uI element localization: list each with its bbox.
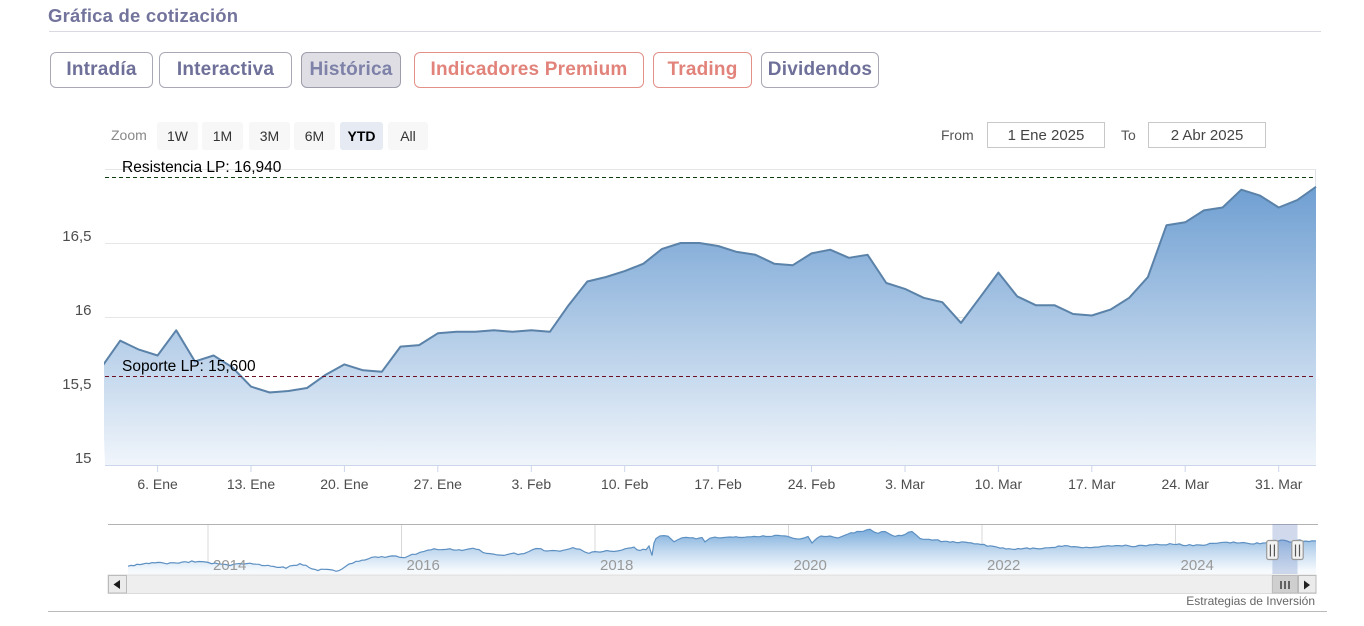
svg-text:2024: 2024 (1181, 557, 1214, 574)
svg-text:17. Feb: 17. Feb (694, 476, 742, 492)
svg-text:15,5: 15,5 (62, 376, 91, 393)
svg-text:2022: 2022 (987, 557, 1020, 574)
svg-text:10. Mar: 10. Mar (975, 476, 1023, 492)
svg-text:Estrategias de Inversión: Estrategias de Inversión (1186, 594, 1315, 608)
svg-text:20. Ene: 20. Ene (320, 476, 368, 492)
svg-text:10. Feb: 10. Feb (601, 476, 649, 492)
svg-text:2014: 2014 (213, 557, 246, 574)
svg-text:3. Mar: 3. Mar (885, 476, 925, 492)
svg-text:31. Mar: 31. Mar (1255, 476, 1303, 492)
svg-text:16: 16 (75, 302, 92, 319)
svg-text:27. Ene: 27. Ene (414, 476, 462, 492)
svg-text:15: 15 (75, 450, 92, 467)
svg-text:24. Mar: 24. Mar (1161, 476, 1209, 492)
svg-text:13. Ene: 13. Ene (227, 476, 275, 492)
svg-text:17. Mar: 17. Mar (1068, 476, 1116, 492)
svg-text:16,5: 16,5 (62, 228, 91, 245)
svg-text:Resistencia LP: 16,940: Resistencia LP: 16,940 (122, 159, 282, 176)
svg-text:2018: 2018 (600, 557, 633, 574)
svg-text:2020: 2020 (794, 557, 827, 574)
svg-text:6. Ene: 6. Ene (137, 476, 178, 492)
svg-text:Soporte LP: 15,600: Soporte LP: 15,600 (122, 358, 256, 375)
svg-text:3. Feb: 3. Feb (511, 476, 551, 492)
svg-text:2016: 2016 (407, 557, 440, 574)
svg-text:24. Feb: 24. Feb (788, 476, 836, 492)
